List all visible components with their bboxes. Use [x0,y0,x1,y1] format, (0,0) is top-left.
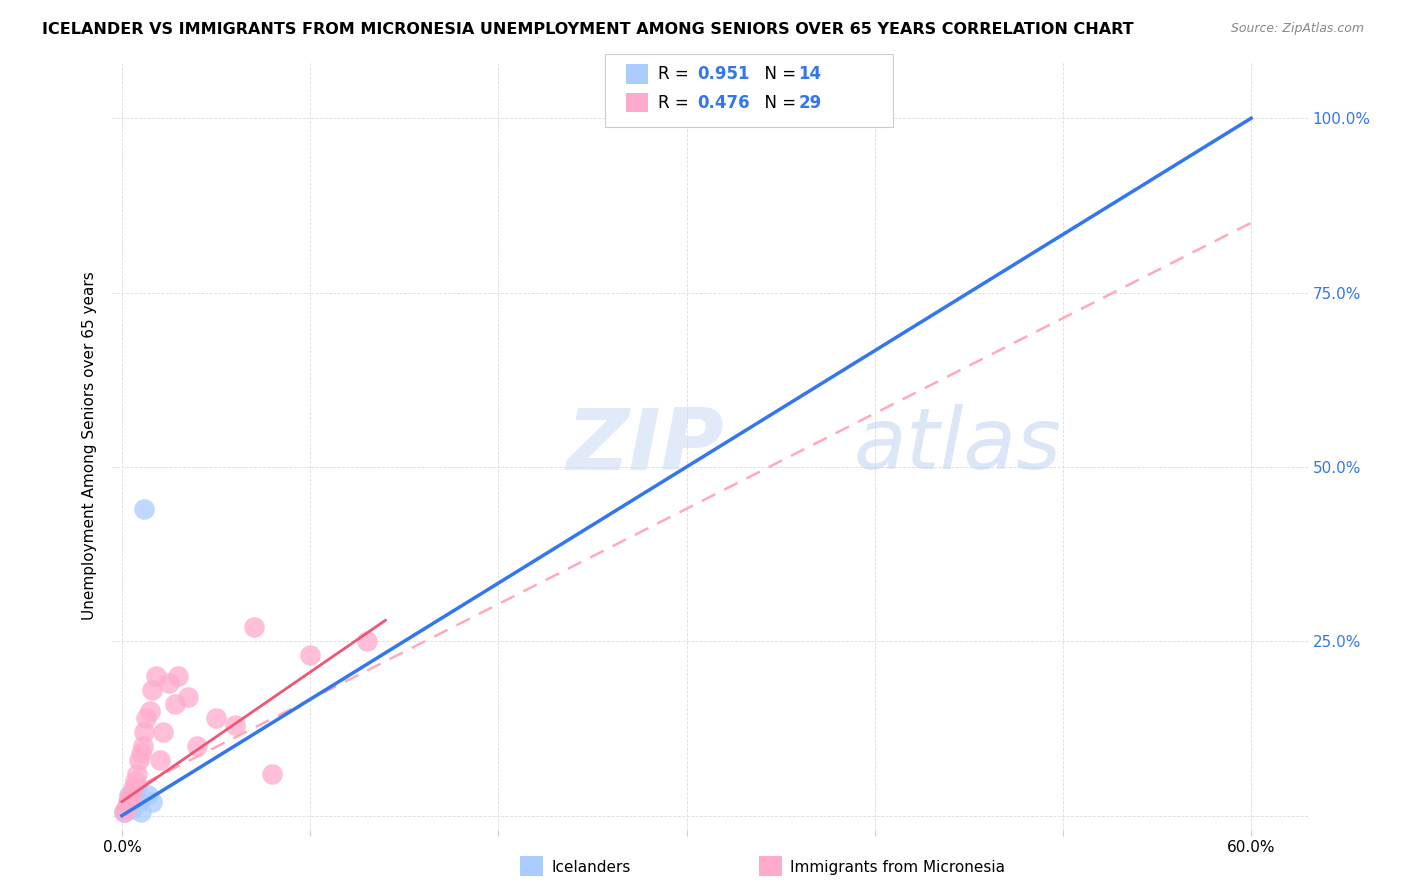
Text: Immigrants from Micronesia: Immigrants from Micronesia [790,860,1005,874]
Point [128,795,150,809]
Text: R =: R = [658,94,695,112]
Text: Icelanders: Icelanders [551,860,630,874]
Point [141,795,163,809]
Point [152,725,174,739]
Point [118,791,141,805]
Point [120,788,142,802]
Point [125,766,148,780]
Text: Source: ZipAtlas.com: Source: ZipAtlas.com [1230,22,1364,36]
Text: ICELANDER VS IMMIGRANTS FROM MICRONESIA UNEMPLOYMENT AMONG SENIORS OVER 65 YEARS: ICELANDER VS IMMIGRANTS FROM MICRONESIA … [42,22,1133,37]
Point [224,718,246,732]
Point [117,795,139,809]
Point [145,669,167,683]
Text: atlas: atlas [853,404,1062,488]
Text: 0.476: 0.476 [697,94,749,112]
Point [114,802,136,816]
Text: 29: 29 [799,94,823,112]
Point [120,802,142,816]
Point [356,634,378,648]
Point [118,788,141,802]
Text: N =: N = [754,65,801,83]
Point [136,788,159,802]
Point [124,788,146,802]
Point [129,746,152,760]
Text: 0.951: 0.951 [697,65,749,83]
Point [135,711,157,725]
Point [177,690,200,704]
Point [131,739,153,753]
Point [299,648,322,663]
Point [112,805,135,819]
Point [186,739,208,753]
Point [141,683,163,698]
Point [114,802,136,816]
Point [134,501,156,516]
Point [122,795,145,809]
Text: N =: N = [754,94,801,112]
Point [167,669,190,683]
Y-axis label: Unemployment Among Seniors over 65 years: Unemployment Among Seniors over 65 years [82,272,97,620]
Point [118,795,141,809]
Point [125,780,148,795]
Point [122,780,145,795]
Point [157,676,180,690]
Point [262,766,284,780]
Point [124,773,146,788]
Point [112,805,135,819]
Point [163,697,186,711]
Point [134,725,156,739]
Point [242,620,264,634]
Point [139,704,162,718]
Text: ZIP: ZIP [567,404,724,488]
Point [148,753,170,767]
Point [205,711,228,725]
Text: 14: 14 [799,65,821,83]
Point [129,805,152,819]
Text: R =: R = [658,65,695,83]
Point [128,753,150,767]
Point [117,795,139,809]
